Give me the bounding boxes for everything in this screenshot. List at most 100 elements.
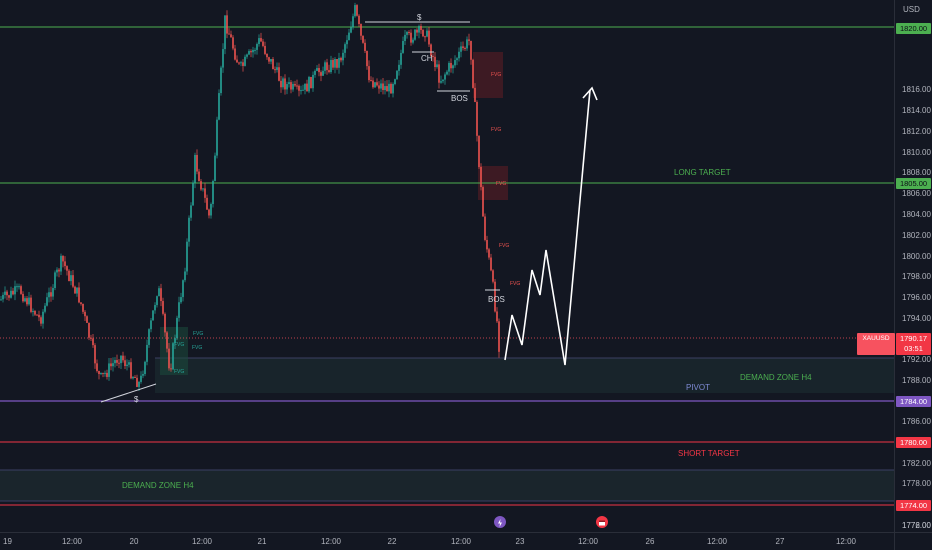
candle-body (44, 305, 46, 312)
time-axis[interactable]: 19 12:00 20 12:00 21 12:00 22 12:00 23 12:00 26 12:… (0, 532, 894, 550)
candle-body (2, 294, 4, 300)
candle-body (50, 292, 52, 297)
candle-body (408, 32, 410, 34)
projection-arrowhead (582, 86, 598, 101)
candle-body (16, 286, 18, 288)
candle-body (90, 337, 92, 339)
flash-icon[interactable] (494, 516, 506, 528)
candle-body (362, 35, 364, 43)
candle-body (224, 15, 226, 50)
candle-body (350, 27, 352, 33)
candle-body (252, 49, 254, 53)
candle-body (242, 62, 244, 66)
price-tick-label: 1812.00 (902, 127, 931, 136)
candle-body (388, 83, 390, 92)
candle-body (38, 314, 40, 318)
candle-body (92, 338, 94, 346)
price-tick-label: 1778.00 (902, 479, 931, 488)
candle-body (254, 49, 256, 51)
price-tick-label: 1808.00 (902, 168, 931, 177)
candle-body (316, 68, 318, 71)
candle-body (266, 53, 268, 58)
candle-body (460, 46, 462, 52)
candle-body (370, 80, 372, 82)
candle-body (20, 286, 22, 294)
candle-body (262, 41, 264, 46)
candle-body (52, 288, 54, 297)
candle-body (302, 89, 304, 91)
demand-zone-lower-label: DEMAND ZONE H4 (122, 481, 194, 490)
current-price-countdown: 03:51 (904, 344, 923, 353)
candle-body (368, 66, 370, 81)
candle-body (190, 205, 192, 218)
candle-body (136, 377, 138, 387)
candle-body (332, 59, 334, 68)
candle-body (32, 310, 34, 312)
candle-body (182, 280, 184, 298)
candle-body (276, 67, 278, 70)
candle-body (354, 5, 356, 17)
bos-top-label: BOS (451, 94, 468, 103)
candle-body (194, 154, 196, 183)
candle-body (310, 77, 312, 89)
candle-body (300, 90, 302, 92)
price-tick-label: 1804.00 (902, 210, 931, 219)
candle-body (324, 62, 326, 71)
candle-body (270, 58, 272, 62)
candle-body (166, 332, 168, 349)
candle-body (134, 376, 136, 378)
candle-body (442, 79, 444, 82)
candle-body (498, 321, 500, 352)
candle-body (192, 182, 194, 206)
price-badge-1820: 1820.00 (896, 23, 931, 34)
candle-body (422, 29, 424, 37)
time-tick-label: 12:00 (577, 537, 599, 546)
chart-area[interactable]: $ $ CH BOS BOS FVG FVG FVG FVG FVG FVG F… (0, 0, 894, 532)
candle-body (146, 344, 148, 362)
candle-body (322, 70, 324, 76)
candle-body (320, 72, 322, 76)
candle-body (218, 93, 220, 120)
candle-body (4, 291, 6, 295)
candle-body (158, 288, 160, 297)
time-tick-label: 21 (257, 537, 267, 546)
candle-body (174, 338, 176, 344)
candle-body (482, 187, 484, 217)
candle-body (488, 249, 490, 258)
candle-body (446, 71, 448, 75)
candle-body (490, 257, 492, 271)
candle-body (88, 322, 90, 338)
candle-body (386, 86, 388, 92)
candle-body (30, 297, 32, 312)
candle-body (74, 286, 76, 294)
price-tick-label: 1796.00 (902, 293, 931, 302)
candle-body (208, 209, 210, 216)
candle-body (156, 296, 158, 306)
symbol-text: XAUUSD (862, 335, 890, 342)
candle-body (464, 47, 466, 49)
candle-body (344, 44, 346, 53)
price-axis[interactable]: USD 1818.001816.001814.001812.001810.001… (857, 0, 932, 532)
candle-body (188, 217, 190, 242)
candle-body (80, 302, 82, 304)
candle-body (402, 41, 404, 53)
candle-body (342, 52, 344, 61)
calendar-event-icon[interactable] (596, 516, 608, 528)
price-chart[interactable]: $ $ CH BOS BOS FVG FVG FVG FVG FVG FVG F… (0, 0, 894, 532)
candle-body (222, 49, 224, 68)
axis-corner (894, 532, 932, 550)
candle-body (54, 272, 56, 289)
time-tick-label: 12:00 (191, 537, 213, 546)
candle-body (436, 64, 438, 68)
fvg-label-bull-3: FVG (192, 345, 202, 351)
candle-body (376, 82, 378, 86)
candle-body (168, 348, 170, 369)
fvg-label-4: FVG (499, 243, 509, 249)
candle-body (414, 29, 416, 40)
candle-body (250, 51, 252, 53)
candle-body (470, 40, 472, 60)
candle-body (14, 286, 16, 295)
candle-body (456, 58, 458, 61)
candle-body (96, 363, 98, 372)
price-badge-1774: 1774.00 (896, 500, 931, 511)
